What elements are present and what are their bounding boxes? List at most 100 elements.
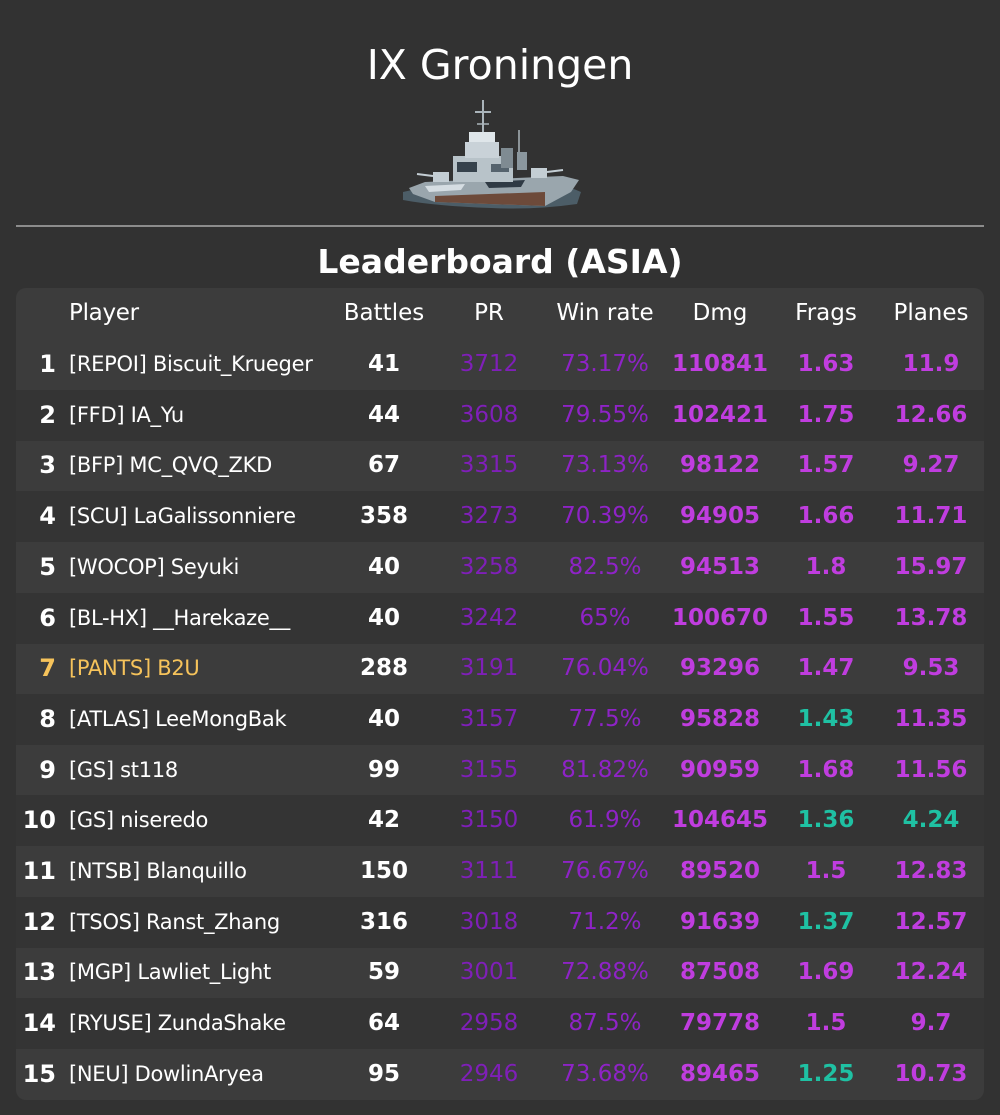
planes-cell: 9.7 — [910, 1010, 952, 1037]
player-cell[interactable]: [WOCOP] Seyuki — [69, 554, 239, 579]
header-pr: PR — [474, 300, 504, 326]
table-header-row: Player Battles PR Win rate Dmg Frags Pla… — [16, 288, 984, 339]
winrate-cell: 72.88% — [561, 959, 649, 986]
player-cell[interactable]: [GS] niseredo — [69, 808, 209, 833]
leaderboard-table: Player Battles PR Win rate Dmg Frags Pla… — [16, 288, 984, 1100]
rank-cell: 13 — [22, 958, 56, 987]
player-cell[interactable]: [REPOI] Biscuit_Krueger — [69, 352, 313, 376]
dmg-cell: 90959 — [679, 756, 761, 783]
planes-cell: 11.71 — [894, 503, 968, 530]
table-row[interactable]: 3 [BFP] MC_QVQ_ZKD 67 3315 73.13% 98122 1.57 9.… — [16, 440, 984, 491]
table-row[interactable]: 8 [ATLAS] LeeMongBak 40 3157 77.5% 95828 1.43 1… — [16, 693, 984, 745]
winrate-cell: 71.2% — [568, 908, 642, 935]
header-winrate: Win rate — [556, 300, 654, 326]
battles-cell: 316 — [359, 908, 408, 935]
frags-cell: 1.57 — [797, 452, 855, 479]
winrate-cell: 70.39% — [561, 503, 649, 530]
battles-cell: 59 — [367, 959, 400, 986]
dmg-cell: 87508 — [679, 959, 761, 986]
player-cell[interactable]: [NEU] DowlinAryea — [69, 1061, 264, 1086]
dmg-cell: 98122 — [679, 452, 761, 479]
frags-cell: 1.63 — [797, 351, 855, 377]
frags-cell: 1.55 — [797, 604, 855, 631]
rank-cell: 5 — [39, 552, 56, 581]
player-cell[interactable]: [PANTS] B2U — [69, 656, 200, 681]
table-row[interactable]: 11 [NTSB] Blanquillo 150 3111 76.67% 89520 1.5… — [16, 846, 984, 897]
rank-cell: 3 — [39, 451, 56, 480]
planes-cell: 12.66 — [894, 401, 968, 428]
winrate-cell: 76.04% — [561, 655, 649, 682]
table-row[interactable]: 7 [PANTS] B2U 288 3191 76.04% 93296 1.47 9.53 — [16, 643, 984, 694]
pr-cell: 3191 — [459, 655, 519, 682]
header-player: Player — [69, 300, 139, 326]
rank-cell: 11 — [22, 857, 56, 885]
frags-cell: 1.75 — [797, 401, 855, 428]
player-cell[interactable]: [RYUSE] ZundaShake — [69, 1011, 286, 1036]
planes-cell: 12.57 — [894, 908, 968, 935]
rank-cell: 7 — [39, 654, 56, 683]
battles-cell: 42 — [367, 807, 400, 834]
battles-cell: 99 — [367, 756, 400, 783]
frags-cell: 1.36 — [797, 807, 855, 834]
battles-cell: 358 — [359, 503, 408, 530]
winrate-cell: 61.9% — [568, 807, 642, 834]
player-cell[interactable]: [ATLAS] LeeMongBak — [69, 706, 287, 731]
pr-cell: 3242 — [459, 604, 519, 631]
rank-cell: 9 — [39, 755, 56, 784]
planes-cell: 11.56 — [894, 756, 968, 783]
frags-cell: 1.5 — [805, 858, 847, 884]
leaderboard-title: Leaderboard (ASIA) — [317, 242, 683, 281]
player-cell[interactable]: [TSOS] Ranst_Zhang — [69, 909, 280, 934]
dmg-cell: 91639 — [679, 908, 761, 935]
rank-cell: 1 — [39, 350, 56, 378]
player-cell[interactable]: [MGP] Lawliet_Light — [69, 960, 271, 985]
dmg-cell: 79778 — [679, 1010, 761, 1037]
battles-cell: 150 — [359, 858, 408, 884]
rank-cell: 2 — [39, 400, 56, 429]
player-cell[interactable]: [BFP] MC_QVQ_ZKD — [69, 453, 272, 478]
ship-title: IX Groningen — [366, 41, 634, 89]
table-row[interactable]: 14 [RYUSE] ZundaShake 64 2958 87.5% 79778 1.5 9… — [16, 998, 984, 1050]
table-row[interactable]: 5 [WOCOP] Seyuki 40 3258 82.5% 94513 1.8 15.97 — [16, 542, 984, 593]
table-row[interactable]: 4 [SCU] LaGalissonniere 358 3273 70.39% 94905… — [16, 491, 984, 543]
rank-cell: 4 — [39, 502, 56, 531]
battles-cell: 95 — [367, 1060, 400, 1087]
dmg-cell: 89465 — [679, 1060, 761, 1087]
planes-cell: 12.83 — [894, 858, 968, 884]
dmg-cell: 89520 — [679, 858, 761, 884]
winrate-cell: 77.5% — [568, 705, 642, 732]
rank-cell: 12 — [22, 907, 56, 936]
dmg-cell: 100670 — [671, 604, 769, 631]
table-row[interactable]: 10 [GS] niseredo 42 3150 61.9% 104645 1.36 4.24 — [16, 795, 984, 847]
player-cell[interactable]: [GS] st118 — [69, 757, 178, 782]
dmg-cell: 94513 — [679, 553, 761, 580]
battles-cell: 44 — [367, 401, 400, 428]
player-cell[interactable]: [BL-HX] __Harekaze__ — [69, 605, 290, 630]
pr-cell: 2946 — [459, 1060, 519, 1087]
table-row[interactable]: 2 [FFD] IA_Yu 44 3608 79.55% 102421 1.75 12.66 — [16, 389, 984, 441]
winrate-cell: 79.55% — [561, 401, 649, 428]
frags-cell: 1.8 — [805, 553, 847, 580]
player-cell[interactable]: [NTSB] Blanquillo — [69, 859, 247, 883]
table-row[interactable]: 13 [MGP] Lawliet_Light 59 3001 72.88% 87508 1.… — [16, 947, 984, 998]
pr-cell: 3258 — [459, 553, 519, 580]
pr-cell: 3018 — [459, 908, 519, 935]
player-cell[interactable]: [SCU] LaGalissonniere — [69, 504, 296, 529]
planes-cell: 9.53 — [902, 655, 960, 682]
header-frags: Frags — [795, 300, 857, 326]
planes-cell: 10.73 — [894, 1060, 968, 1087]
dmg-cell: 102421 — [671, 401, 769, 428]
winrate-cell: 81.82% — [561, 756, 649, 783]
pr-cell: 3712 — [459, 351, 519, 377]
table-row[interactable]: 1 [REPOI] Biscuit_Krueger 41 3712 73.17% 1108… — [16, 339, 984, 390]
table-row[interactable]: 15 [NEU] DowlinAryea 95 2946 73.68% 89465 1.25… — [16, 1049, 984, 1100]
planes-cell: 4.24 — [902, 807, 960, 834]
header-rank — [16, 288, 56, 339]
divider — [16, 225, 984, 227]
battles-cell: 41 — [367, 351, 400, 377]
table-row[interactable]: 12 [TSOS] Ranst_Zhang 316 3018 71.2% 91639 1.3… — [16, 896, 984, 948]
table-row[interactable]: 9 [GS] st118 99 3155 81.82% 90959 1.68 11.56 — [16, 745, 984, 796]
table-row[interactable]: 6 [BL-HX] __Harekaze__ 40 3242 65% 100670 1.55… — [16, 592, 984, 644]
dmg-cell: 95828 — [679, 705, 761, 732]
player-cell[interactable]: [FFD] IA_Yu — [69, 402, 184, 427]
